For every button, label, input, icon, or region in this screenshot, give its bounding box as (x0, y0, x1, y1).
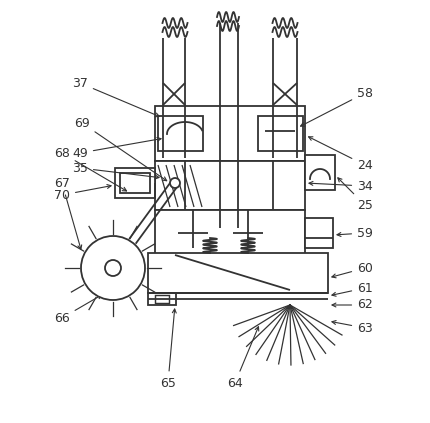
Bar (155, 210, 305, 258)
Text: 67: 67 (54, 176, 82, 249)
Bar (305, 218, 333, 248)
Text: 37: 37 (72, 77, 159, 117)
Text: 34: 34 (309, 179, 373, 192)
Text: 70: 70 (54, 184, 111, 201)
Bar (120, 173, 150, 193)
Bar (155, 295, 169, 303)
Bar (155, 161, 305, 210)
Bar (148, 253, 328, 293)
Text: 59: 59 (337, 226, 373, 239)
Bar (148, 293, 176, 305)
Circle shape (105, 260, 121, 276)
Bar (305, 155, 335, 190)
Text: 24: 24 (309, 137, 373, 171)
Text: 49: 49 (72, 137, 161, 159)
Text: 60: 60 (332, 261, 373, 278)
Text: 64: 64 (227, 327, 259, 390)
Bar (258, 116, 303, 151)
Text: 25: 25 (338, 178, 373, 212)
Text: 61: 61 (332, 281, 373, 296)
Circle shape (170, 178, 180, 188)
Text: 65: 65 (160, 309, 176, 390)
Text: 62: 62 (332, 299, 373, 311)
Bar (115, 168, 155, 198)
Text: 66: 66 (54, 295, 101, 324)
Bar (158, 116, 203, 151)
Circle shape (81, 236, 145, 300)
Text: 63: 63 (332, 321, 373, 335)
Text: 69: 69 (74, 116, 167, 181)
Text: 35: 35 (72, 162, 159, 179)
Text: 58: 58 (301, 86, 373, 126)
Text: 68: 68 (54, 146, 126, 191)
Bar (155, 106, 305, 161)
